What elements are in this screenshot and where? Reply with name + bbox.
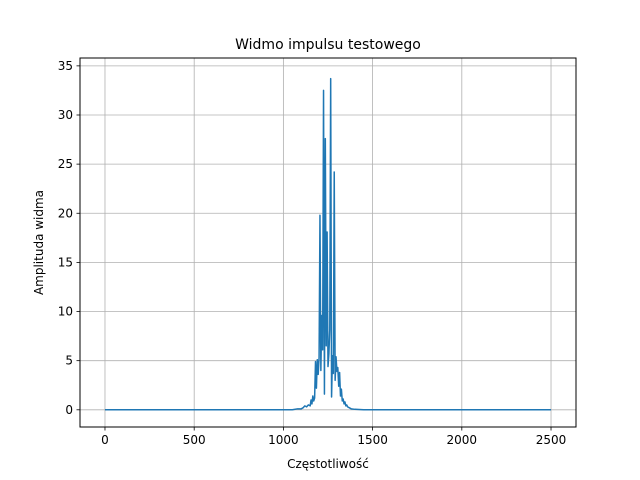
x-tick-label: 1500 xyxy=(357,433,388,447)
axes-frame xyxy=(79,57,577,428)
y-tick-label: 10 xyxy=(58,305,73,319)
plot-area xyxy=(104,77,552,411)
x-tick-label: 2500 xyxy=(536,433,567,447)
y-axis-label: Amplituda widma xyxy=(32,190,46,295)
x-tick-label: 0 xyxy=(101,433,109,447)
ticks: 0 500 1000 1500 2000 2500 0 5 10 15 20 25 30 35 xyxy=(58,59,567,447)
chart-title: Widmo impulsu testowego xyxy=(235,37,421,53)
y-tick-label: 0 xyxy=(65,403,73,417)
x-axis-label: Częstotliwość xyxy=(287,457,369,471)
y-tick-label: 30 xyxy=(58,108,73,122)
grid xyxy=(80,58,576,427)
y-tick-label: 20 xyxy=(58,206,73,220)
spectrum-line xyxy=(104,77,552,411)
x-tick-label: 2000 xyxy=(447,433,478,447)
y-tick-label: 15 xyxy=(58,255,73,269)
x-tick-label: 500 xyxy=(183,433,206,447)
y-tick-label: 5 xyxy=(65,354,73,368)
x-tick-label: 1000 xyxy=(268,433,299,447)
y-tick-label: 35 xyxy=(58,59,73,73)
y-tick-label: 25 xyxy=(58,157,73,171)
